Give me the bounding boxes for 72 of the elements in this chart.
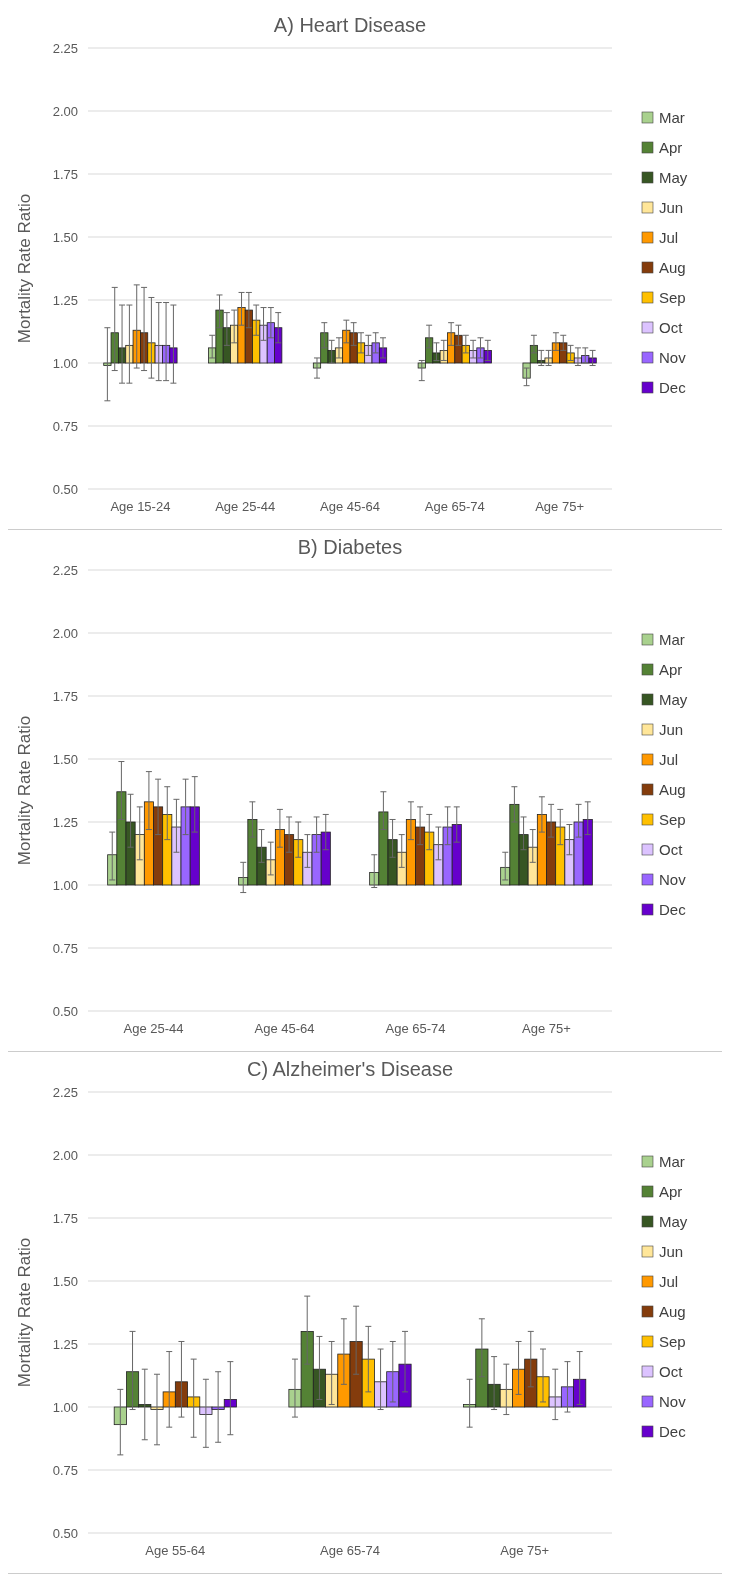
y-tick-label: 2.00 <box>52 103 78 119</box>
y-tick-label: 0.50 <box>52 481 78 497</box>
y-tick-label: 1.25 <box>52 1336 78 1352</box>
y-tick-label: 2.25 <box>52 1084 78 1100</box>
chart-title: C) Alzheimer's Disease <box>246 1058 454 1080</box>
y-tick-label: 1.75 <box>52 166 78 182</box>
y-tick-label: 1.75 <box>52 688 78 704</box>
y-tick-label: 2.25 <box>52 562 78 578</box>
y-tick-label: 1.50 <box>52 1273 78 1289</box>
x-tick-label: Age 65-74 <box>424 499 485 514</box>
legend-label: Jul <box>659 229 679 247</box>
y-tick-label: 0.75 <box>52 940 78 956</box>
legend-label: Sep <box>659 289 686 307</box>
legend-label: Apr <box>659 139 683 157</box>
legend-label: Oct <box>659 319 684 337</box>
x-tick-label: Age 55-64 <box>145 1543 206 1558</box>
legend-label: Oct <box>659 841 684 859</box>
legend-label: Aug <box>659 781 686 799</box>
legend-label: Jul <box>659 751 679 769</box>
legend-label: Dec <box>659 379 687 397</box>
legend-label: May <box>659 169 688 187</box>
y-tick-label: 1.25 <box>52 814 78 830</box>
y-axis-title: Mortality Rate Ratio <box>15 1237 34 1388</box>
legend-label: Nov <box>659 1393 687 1411</box>
y-tick-label: 1.00 <box>52 1399 78 1415</box>
x-tick-label: Age 25-44 <box>123 1021 184 1036</box>
legend-label: Nov <box>659 871 687 889</box>
legend-label: Jun <box>659 199 684 217</box>
legend-label: Mar <box>659 1153 685 1171</box>
legend-label: May <box>659 691 688 709</box>
legend-label: May <box>659 1213 688 1231</box>
y-tick-label: 1.75 <box>52 1210 78 1226</box>
legend-label: Nov <box>659 349 687 367</box>
legend-label: Jun <box>659 1243 684 1261</box>
legend-label: Aug <box>659 1303 686 1321</box>
y-tick-label: 1.25 <box>52 292 78 308</box>
x-tick-label: Age 75+ <box>500 1543 550 1558</box>
legend-label: Dec <box>659 1423 687 1441</box>
y-tick-label: 1.50 <box>52 751 78 767</box>
legend-label: Dec <box>659 901 687 919</box>
y-tick-label: 0.50 <box>52 1525 78 1541</box>
x-tick-label: Age 25-44 <box>215 499 276 514</box>
x-tick-label: Age 15-24 <box>110 499 171 514</box>
x-tick-label: Age 45-64 <box>254 1021 315 1036</box>
x-tick-label: Age 65-74 <box>385 1021 446 1036</box>
legend-label: Oct <box>659 1363 684 1381</box>
x-tick-label: Age 45-64 <box>320 499 380 514</box>
legend-label: Apr <box>659 661 683 679</box>
legend-label: Aug <box>659 259 686 277</box>
y-tick-label: 2.00 <box>52 625 78 641</box>
legend-label: Apr <box>659 1183 683 1201</box>
y-tick-label: 2.25 <box>52 40 78 56</box>
legend-label: Mar <box>659 631 685 649</box>
chart-title: B) Diabetes <box>297 536 403 558</box>
y-axis-title: Mortality Rate Ratio <box>15 715 34 866</box>
legend-label: Sep <box>659 811 686 829</box>
legend-label: Jul <box>659 1273 679 1291</box>
x-tick-label: Age 75+ <box>535 499 584 514</box>
y-tick-label: 2.00 <box>52 1147 78 1163</box>
legend-label: Mar <box>659 109 685 127</box>
y-tick-label: 0.75 <box>52 418 78 434</box>
y-axis-title: Mortality Rate Ratio <box>15 193 34 344</box>
y-tick-label: 1.50 <box>52 229 78 245</box>
y-tick-label: 1.00 <box>52 877 78 893</box>
legend-label: Sep <box>659 1333 686 1351</box>
legend-label: Jun <box>659 721 684 739</box>
x-tick-label: Age 65-74 <box>320 1543 380 1558</box>
x-tick-label: Age 75+ <box>522 1021 571 1036</box>
y-tick-label: 0.75 <box>52 1462 78 1478</box>
y-tick-label: 0.50 <box>52 1003 78 1019</box>
chart-title: A) Heart Disease <box>273 14 427 36</box>
y-tick-label: 1.00 <box>52 355 78 371</box>
